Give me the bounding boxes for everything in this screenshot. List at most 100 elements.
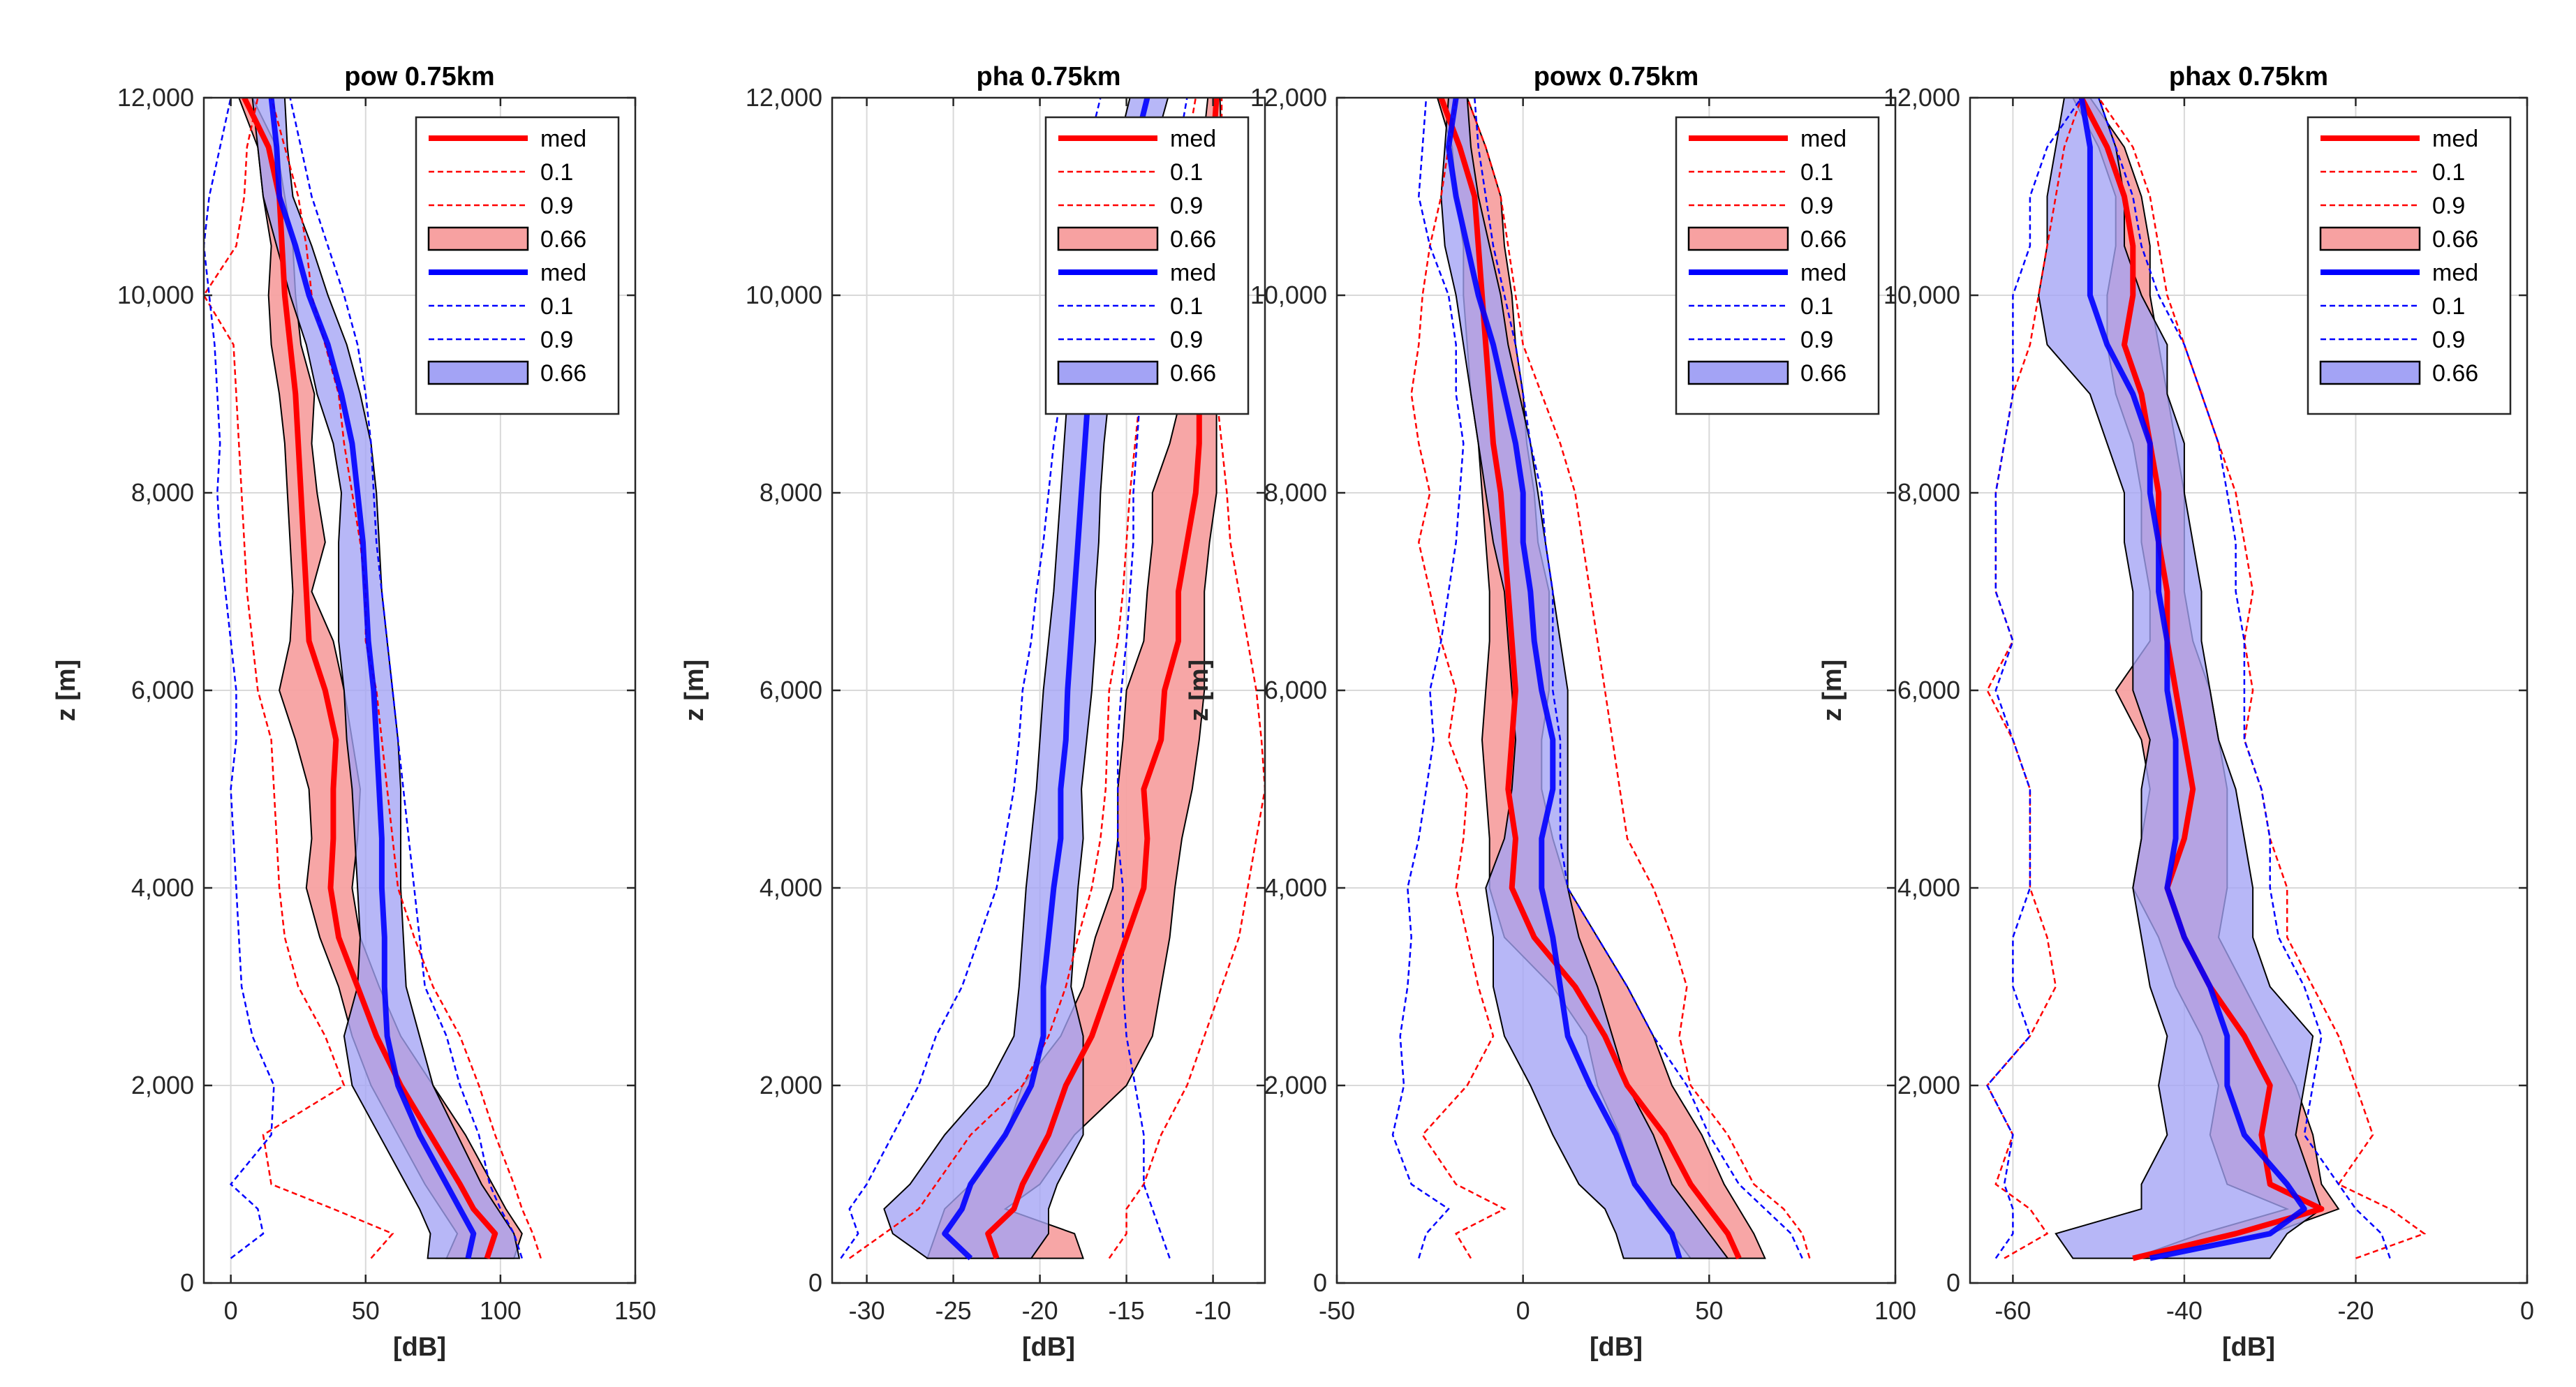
legend-label: 0.66: [2432, 226, 2478, 253]
legend-label: 0.9: [1170, 193, 1203, 219]
y-tick-label: 10,000: [1250, 281, 1327, 309]
red-q10-line: [1410, 98, 1507, 1259]
legend-swatch-red-band: [1687, 226, 1789, 251]
x-tick-label: 100: [480, 1296, 521, 1325]
legend-swatch-blue-band: [1057, 360, 1159, 385]
y-tick-label: 2,000: [760, 1071, 822, 1099]
blue-q90-line: [1474, 98, 1803, 1259]
legend-label: med: [1170, 260, 1216, 286]
legend-swatch-red-band: [2319, 226, 2421, 251]
y-tick-label: 4,000: [1897, 873, 1960, 902]
legend-label: med: [1800, 126, 1846, 152]
red-band-066: [926, 98, 1224, 1259]
x-tick-label: -60: [1994, 1296, 2031, 1325]
legend-label: 0.9: [2432, 327, 2465, 353]
x-tick-label: -20: [2337, 1296, 2374, 1325]
data-layer: [1986, 98, 2427, 1261]
legend-label: 0.66: [2432, 360, 2478, 387]
x-tick-label: -30: [849, 1296, 885, 1325]
red-median-line: [2079, 98, 2325, 1261]
y-tick-label: 6,000: [1897, 676, 1960, 704]
chart-title: pow 0.75km: [344, 62, 494, 91]
legend-label: med: [1170, 126, 1216, 152]
legend-label: 0.66: [1170, 226, 1216, 253]
x-tick-label: -50: [1319, 1296, 1355, 1325]
y-axis-label: z [m]: [680, 660, 709, 722]
x-tick-label: 50: [352, 1296, 380, 1325]
legend-label: 0.66: [540, 226, 586, 253]
x-tick-label: 100: [1874, 1296, 1916, 1325]
blue-q10-line: [204, 98, 275, 1259]
legend-label: med: [540, 126, 586, 152]
legend-label: 0.9: [540, 193, 573, 219]
legend-label: 0.1: [2432, 293, 2465, 320]
y-tick-label: 12,000: [746, 83, 822, 112]
chart-title: powx 0.75km: [1534, 62, 1699, 91]
legend-label: 0.1: [540, 159, 573, 186]
legend-label: 0.66: [1170, 360, 1216, 387]
red-median-line: [242, 98, 498, 1259]
legend-label: 0.9: [1800, 193, 1833, 219]
legend-label: 0.1: [2432, 159, 2465, 186]
data-layer: [1391, 98, 1811, 1260]
legend-label: 0.9: [540, 327, 573, 353]
blue-band-066: [1440, 98, 1730, 1259]
y-tick-label: 10,000: [117, 281, 194, 309]
legend-label: 0.9: [1800, 327, 1833, 353]
legend: med 0.1 0.9 0.66 med 0.1 0.9 0.66: [415, 116, 620, 415]
blue-band-066: [251, 98, 521, 1259]
legend-swatch-blue-band: [2319, 360, 2421, 385]
legend-label: 0.9: [2432, 193, 2465, 219]
y-tick-label: 6,000: [131, 676, 194, 704]
legend-label: 0.1: [540, 293, 573, 320]
blue-q90-line: [289, 98, 523, 1259]
legend-label: 0.1: [1170, 159, 1203, 186]
x-tick-label: -20: [1022, 1296, 1058, 1325]
y-tick-label: 10,000: [746, 281, 822, 309]
legend-label: 0.1: [1800, 159, 1833, 186]
legend-label: 0.1: [1170, 293, 1203, 320]
legend: med 0.1 0.9 0.66 med 0.1 0.9 0.66: [1675, 116, 1880, 415]
red-q90-line: [1108, 98, 1265, 1259]
panel-3: -50 0 50 10002,0004,0006,0008,00010,00012,0…: [1185, 62, 1916, 1362]
y-tick-label: 4,000: [131, 873, 194, 902]
y-tick-label: 2,000: [1264, 1071, 1327, 1099]
chart-title: phax 0.75km: [2169, 62, 2328, 91]
legend-label: med: [2432, 126, 2478, 152]
x-axis-label: [dB]: [393, 1333, 446, 1362]
legend-label: 0.1: [1800, 293, 1833, 320]
red-q10-line: [204, 98, 394, 1259]
legend-swatch-blue-band: [427, 360, 529, 385]
y-tick-label: 12,000: [1250, 83, 1327, 112]
blue-q10-line: [1391, 98, 1465, 1259]
legend-swatch-red-band: [1057, 226, 1159, 251]
y-tick-label: 12,000: [117, 83, 194, 112]
legend: med 0.1 0.9 0.66 med 0.1 0.9 0.66: [2307, 116, 2512, 415]
x-axis-label: [dB]: [1022, 1333, 1075, 1362]
blue-median-line: [2078, 98, 2307, 1261]
x-tick-label: 0: [224, 1296, 238, 1325]
y-tick-label: 8,000: [760, 478, 822, 507]
y-tick-label: 12,000: [1883, 83, 1960, 112]
panel-2: -30 -25 -20 -15 -10 0 2,000 4,000 6,000 8,000 10,0…: [680, 62, 1266, 1362]
y-axis-label: z [m]: [52, 660, 81, 722]
x-tick-label: -15: [1109, 1296, 1145, 1325]
y-tick-label: 8,000: [1264, 478, 1327, 507]
legend-label: 0.66: [1800, 360, 1846, 387]
y-tick-label: 6,000: [1264, 676, 1327, 704]
y-tick-label: 4,000: [760, 873, 822, 902]
x-tick-label: -10: [1195, 1296, 1231, 1325]
x-tick-label: 0: [2520, 1296, 2534, 1325]
x-tick-label: 50: [1695, 1296, 1723, 1325]
blue-q10-line: [1986, 98, 2082, 1259]
y-tick-label: 8,000: [1897, 478, 1960, 507]
red-q90-line: [2098, 98, 2427, 1259]
y-tick-label: 8,000: [131, 478, 194, 507]
x-tick-label: -40: [2166, 1296, 2203, 1325]
y-tick-label: 2,000: [131, 1071, 194, 1099]
y-tick-label: 0: [808, 1268, 822, 1297]
panel-1: 0 50 100 150 0 2,000 4,000 6,000 8,000 10,000 12,0…: [52, 62, 656, 1362]
x-axis-label: [dB]: [1590, 1333, 1643, 1362]
panel-4: -60 -40 -20 0 0 2,000 4,000 6,000 8,000 10,000 12,…: [1818, 62, 2534, 1362]
